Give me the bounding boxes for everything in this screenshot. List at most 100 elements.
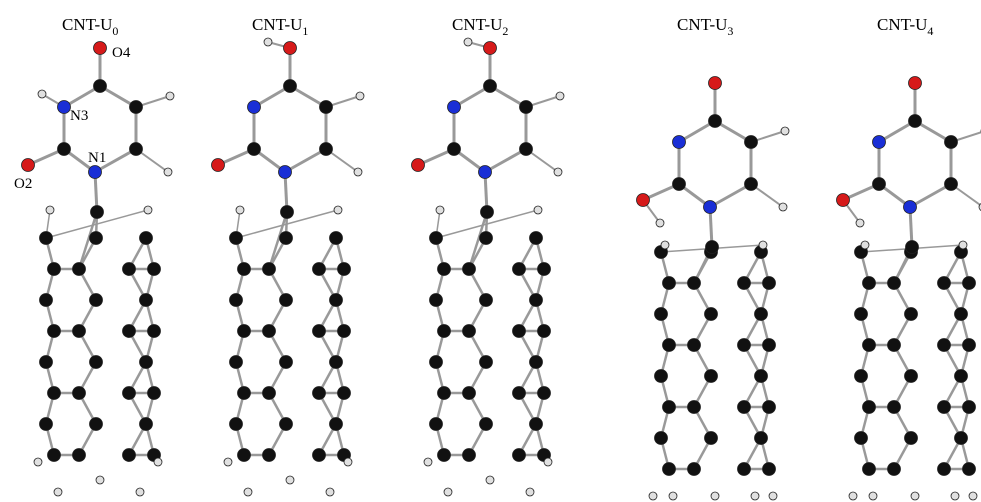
atom [530,294,543,307]
atom [96,476,104,484]
atom [330,232,343,245]
atom [238,449,251,462]
atom [863,463,876,476]
bond [910,184,951,207]
figure: CNT-U0CNT-U1CNT-U2CNT-U3CNT-U4O4N3N1O2 [0,0,981,502]
atom [738,401,751,414]
atom [673,136,686,149]
atom [463,325,476,338]
atom [48,387,61,400]
atom [48,449,61,462]
atom [48,263,61,276]
atom [123,325,136,338]
atom [463,263,476,276]
atom [430,294,443,307]
atom [855,432,868,445]
atom [313,325,326,338]
atom [769,492,777,500]
atom-label: N3 [70,108,88,124]
atom [484,80,497,93]
atom [330,356,343,369]
atom [745,178,758,191]
atom [963,339,976,352]
atom [464,38,472,46]
atom [888,401,901,414]
atom [520,143,533,156]
atom [224,458,232,466]
atom [855,308,868,321]
atom [73,449,86,462]
atom [263,325,276,338]
atom [430,232,443,245]
atom [281,206,294,219]
atom [755,432,768,445]
title-text: CNT-U [877,15,927,34]
atom [263,263,276,276]
atom [463,449,476,462]
atom [480,294,493,307]
atom [212,159,225,172]
atom [236,206,244,214]
atom [955,370,968,383]
atom [959,241,967,249]
atom [861,241,869,249]
atom [284,42,297,55]
bond [710,184,751,207]
atom-label: O2 [14,176,32,192]
atom [705,308,718,321]
panel-title: CNT-U1 [252,15,308,38]
atom [46,206,54,214]
atom [320,143,333,156]
panel-title: CNT-U0 [62,15,118,38]
atom [755,308,768,321]
atom [669,492,677,500]
atom [238,387,251,400]
atom [938,401,951,414]
atom [938,277,951,290]
atom [238,263,251,276]
atom [140,418,153,431]
panel-title: CNT-U2 [452,15,508,38]
bond [485,149,526,172]
atom [863,339,876,352]
atom [663,463,676,476]
atom [94,42,107,55]
title-subscript: 2 [502,24,508,38]
atom [849,492,857,500]
atom [90,294,103,307]
atom [705,370,718,383]
atom [263,387,276,400]
atom [91,206,104,219]
atom [513,387,526,400]
atom [779,203,787,211]
atom [148,387,161,400]
atom [344,458,352,466]
atom [356,92,364,100]
atom [909,77,922,90]
atom [513,263,526,276]
atom [481,206,494,219]
atom [873,136,886,149]
atom [263,449,276,462]
atom [313,387,326,400]
atom [905,308,918,321]
atom [140,294,153,307]
atom [280,356,293,369]
atom [338,263,351,276]
atom [38,90,46,98]
atom [244,488,252,496]
atom [313,449,326,462]
atom [338,387,351,400]
atom [444,488,452,496]
atom [123,263,136,276]
title-subscript: 4 [927,24,933,38]
atom [430,356,443,369]
atom [148,263,161,276]
atom [711,492,719,500]
atom [40,418,53,431]
atom [688,401,701,414]
atom [480,418,493,431]
atom [154,458,162,466]
atom [938,339,951,352]
atom [863,277,876,290]
